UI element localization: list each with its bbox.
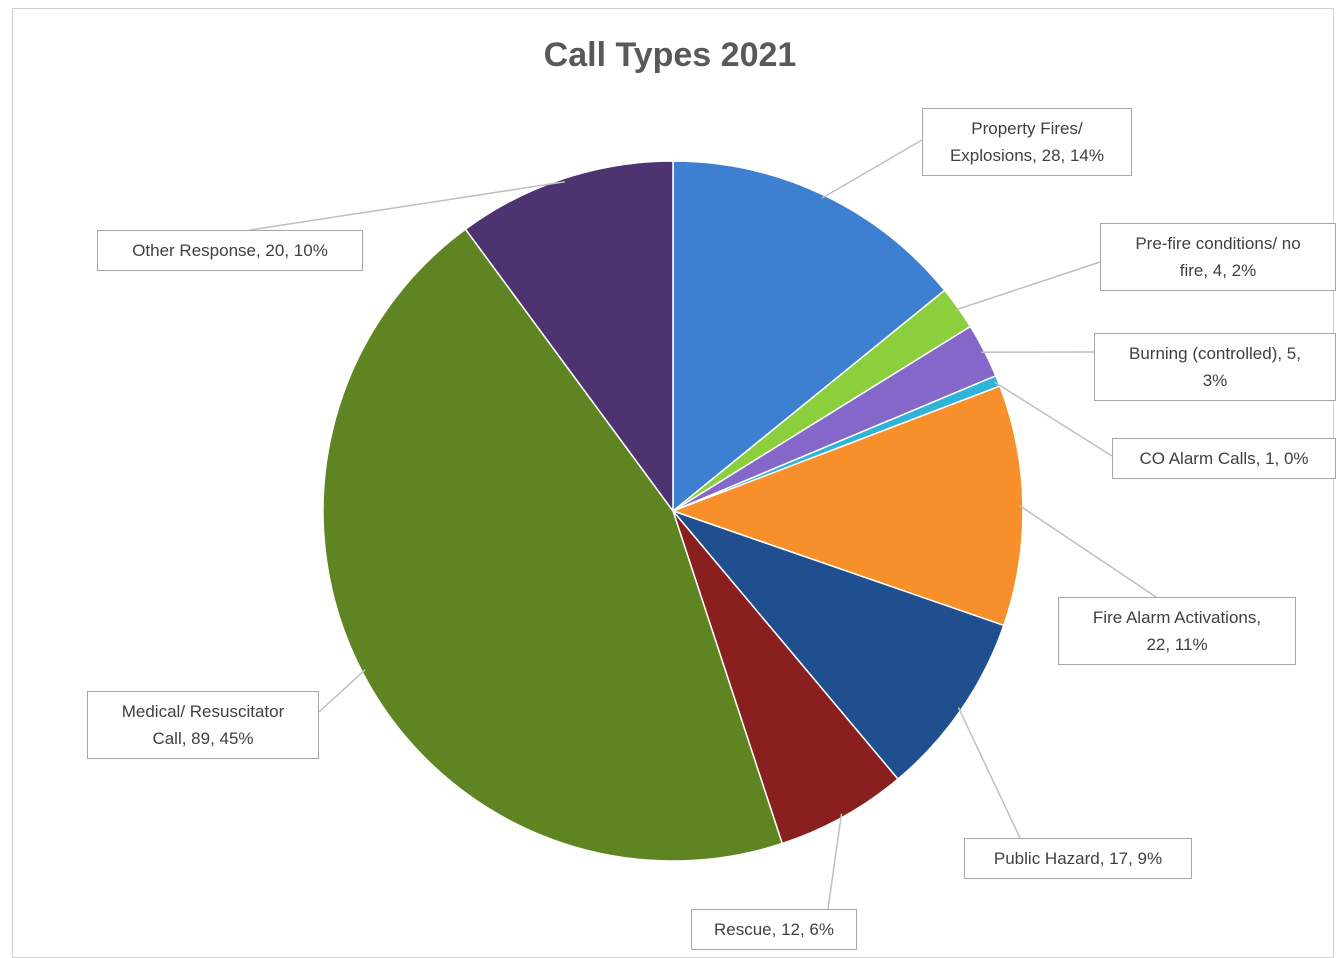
data-label-line: Other Response, 20, 10% xyxy=(106,237,354,264)
leader-line xyxy=(828,814,841,909)
data-label-line: Explosions, 28, 14% xyxy=(931,142,1123,169)
leader-line xyxy=(1019,506,1156,597)
data-label-line: 3% xyxy=(1103,367,1327,394)
pie-slices xyxy=(323,161,1023,861)
leader-line xyxy=(319,670,365,712)
data-label: Fire Alarm Activations,22, 11% xyxy=(1058,597,1296,665)
leader-line xyxy=(958,707,1020,838)
data-label-line: Public Hazard, 17, 9% xyxy=(973,845,1183,872)
data-label: Public Hazard, 17, 9% xyxy=(964,838,1192,879)
leader-line xyxy=(955,262,1100,310)
data-label-line: 22, 11% xyxy=(1067,631,1287,658)
data-label-line: Rescue, 12, 6% xyxy=(700,916,848,943)
data-label-line: Medical/ Resuscitator xyxy=(96,698,310,725)
data-label: CO Alarm Calls, 1, 0% xyxy=(1112,438,1336,479)
data-label: Burning (controlled), 5,3% xyxy=(1094,333,1336,401)
data-label-line: Fire Alarm Activations, xyxy=(1067,604,1287,631)
data-label: Property Fires/Explosions, 28, 14% xyxy=(922,108,1132,176)
data-label-line: Call, 89, 45% xyxy=(96,725,310,752)
data-label-line: CO Alarm Calls, 1, 0% xyxy=(1121,445,1327,472)
data-label-line: Property Fires/ xyxy=(931,115,1123,142)
data-label: Other Response, 20, 10% xyxy=(97,230,363,271)
data-label-line: Pre-fire conditions/ no xyxy=(1109,230,1327,257)
leader-line xyxy=(822,140,922,198)
data-label: Rescue, 12, 6% xyxy=(691,909,857,950)
data-label-line: fire, 4, 2% xyxy=(1109,257,1327,284)
data-label-line: Burning (controlled), 5, xyxy=(1103,340,1327,367)
